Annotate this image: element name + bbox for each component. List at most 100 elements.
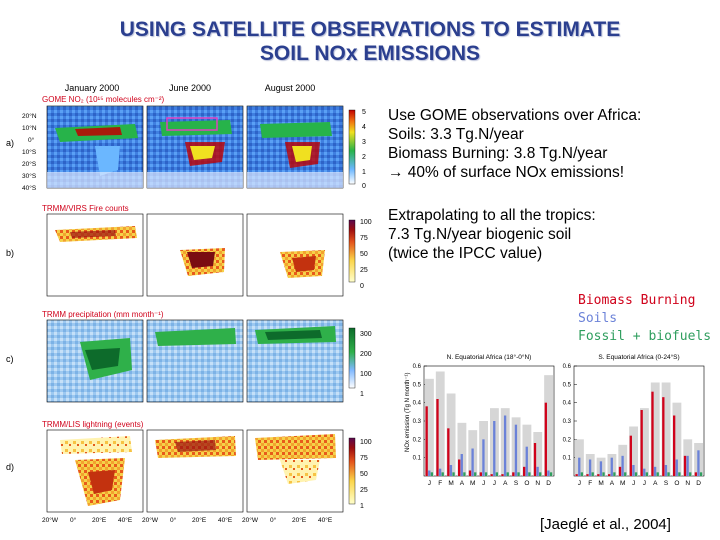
x-tick-label: F (588, 480, 592, 487)
bar-soils (599, 461, 603, 476)
chart-plot-area (573, 365, 705, 477)
bar-chart-legend: Biomass Burning Soils Fossil + biofuels (578, 292, 711, 346)
bar-fossil-biofuels (528, 472, 531, 476)
row-b-fire-counts: TRMM/VIRS Fire counts b) 100 75 50 25 0 (6, 204, 372, 297)
findings-line: Soils: 3.3 Tg.N/year (388, 126, 524, 143)
scale-c-1: 200 (360, 351, 372, 358)
bar-fossil-biofuels (634, 472, 638, 476)
scale-c-0: 300 (360, 331, 372, 338)
bar-fossil-biofuels (699, 472, 703, 476)
title-line-2: SOIL NOx EMISSIONS (259, 42, 481, 65)
scale-a-5: 0 (362, 183, 366, 190)
col-header-jan: January 2000 (65, 83, 120, 93)
lat-axis-labels: 20°N 10°N 0° 10°S 20°S 30°S 40°S (22, 112, 37, 192)
x-tick-label: O (674, 480, 679, 487)
bar-total (640, 408, 649, 476)
row-d-label: TRMM/LIS lightning (events) (42, 420, 144, 429)
scale-d-3: 25 (360, 487, 368, 494)
scale-c-bar (348, 327, 356, 389)
x-tick-label: M (620, 480, 625, 487)
bar-biomass-burning (586, 474, 589, 476)
bar-fossil-biofuels (667, 472, 670, 476)
x-tick-label: M (598, 480, 603, 487)
scale-b-0: 100 (360, 219, 372, 226)
x-tick-label: J (578, 480, 581, 487)
col-header-jun: June 2000 (169, 83, 211, 93)
bar-biomass-burning (640, 410, 643, 476)
row-d-lightning: TRMM/LIS lightning (events) d) 100 75 50… (6, 420, 372, 513)
y-tick-label: 0.2 (413, 437, 422, 443)
bar-soils (664, 465, 668, 476)
bar-fossil-biofuels (645, 472, 649, 476)
bar-soils (428, 470, 431, 476)
lat-tick: 10°S (22, 148, 37, 156)
bar-soils (460, 454, 463, 476)
bar-soils (438, 468, 442, 476)
bar-fossil-biofuels (495, 472, 499, 476)
map-a-jan (46, 105, 144, 189)
bar-fossil-biofuels (452, 472, 455, 476)
scale-a-1: 4 (362, 124, 366, 131)
bar-fossil-biofuels (463, 472, 466, 476)
row-a-gome-no2: GOME NO₂ (10¹⁵ molecules cm⁻²) a) 5 4 (6, 95, 366, 190)
y-tick-label: 0.4 (563, 401, 572, 407)
bar-fossil-biofuels (506, 472, 509, 476)
bar-soils (610, 457, 613, 476)
bar-soils (643, 468, 646, 476)
scale-d-1: 75 (360, 455, 368, 462)
bar-soils (632, 465, 635, 476)
bar-soils (697, 450, 700, 476)
x-tick-label: A (610, 480, 615, 487)
scale-c-2: 100 (360, 371, 372, 378)
bar-biomass-burning (597, 474, 600, 476)
slide-title: USING SATELLITE OBSERVATIONS TO ESTIMATE… (40, 18, 700, 66)
findings-line: 7.3 Tg.N/year biogenic soil (388, 226, 572, 243)
bar-soils (578, 457, 581, 476)
scale-d-bar (348, 437, 356, 505)
bar-soils (653, 466, 657, 476)
scale-d-4: 1 (360, 503, 364, 510)
legend-biomass: Biomass Burning (578, 293, 696, 308)
bar-total (672, 402, 682, 476)
bar-biomass-burning (629, 435, 632, 476)
bar-soils (525, 446, 528, 476)
bar-fossil-biofuels (624, 472, 627, 476)
bar-biomass-burning (458, 459, 461, 476)
chart-ylabel: NOx emission (Tg N month⁻¹) (405, 372, 411, 452)
lon-axis-labels: 20°W 0° 20°E 40°E 20°W 0° 20°E 40°E 20°W… (42, 516, 333, 524)
x-tick-label: N (535, 480, 540, 487)
bar-fossil-biofuels (517, 472, 520, 476)
bar-total (425, 378, 434, 476)
bar-soils (621, 455, 624, 476)
bar-biomass-burning (544, 402, 547, 476)
bar-soils (675, 459, 678, 476)
map-a-aug (246, 105, 344, 189)
bar-fossil-biofuels (591, 472, 594, 476)
scale-b-2: 50 (360, 251, 368, 258)
lon-tick: 0° (170, 516, 177, 524)
findings-line: Use GOME observations over Africa: (388, 107, 642, 124)
chart-plot-area (423, 365, 555, 477)
x-tick-label: D (546, 480, 551, 487)
bar-soils (482, 439, 485, 476)
bar-total (446, 393, 456, 476)
row-a-letter: a) (6, 138, 14, 148)
row-b-label: TRMM/VIRS Fire counts (42, 204, 129, 213)
bar-soils (471, 448, 474, 476)
lon-tick: 20°W (42, 516, 59, 524)
chart-panel-title: N. Equatorial Africa (18°-0°N) (447, 353, 532, 361)
x-tick-label: J (643, 480, 646, 487)
y-tick-label: 0.5 (563, 382, 572, 388)
scale-d-0: 100 (360, 439, 372, 446)
bar-biomass-burning (447, 428, 450, 476)
findings-text: Use GOME observations over Africa: Soils… (388, 106, 718, 263)
bar-soils (449, 465, 453, 476)
bar-biomass-burning (533, 443, 537, 476)
scale-d-2: 50 (360, 471, 368, 478)
bar-total (435, 371, 445, 476)
lon-tick: 40°E (118, 516, 133, 524)
bar-biomass-burning (651, 391, 654, 476)
row-b-letter: b) (6, 248, 14, 258)
lon-tick: 40°E (318, 516, 333, 524)
lat-tick: 0° (28, 136, 35, 144)
